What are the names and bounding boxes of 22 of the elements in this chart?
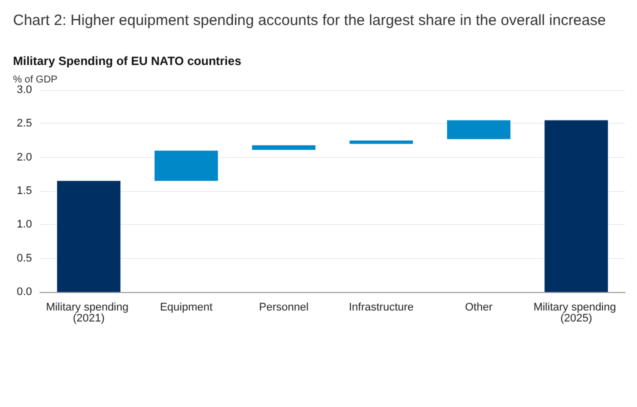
bar xyxy=(447,120,510,140)
bar xyxy=(350,140,413,144)
x-tick-label: Military spending (2025) xyxy=(533,302,620,324)
chart-subtitle: Military Spending of EU NATO countries xyxy=(13,54,242,68)
y-tick-label: 1.0 xyxy=(16,218,32,231)
bar xyxy=(252,145,316,150)
x-tick-label: Equipment xyxy=(160,302,213,314)
x-tick-label: Infrastructure xyxy=(348,302,414,314)
bar xyxy=(154,150,218,181)
x-tick-label: Other xyxy=(464,302,493,314)
y-tick-label: 0.5 xyxy=(16,252,32,264)
bar xyxy=(57,180,120,292)
bar xyxy=(544,120,608,292)
y-tick-label: 2.5 xyxy=(16,118,32,130)
y-tick-label: 1.5 xyxy=(16,185,32,197)
x-tick-label: Military spending (2021) xyxy=(46,302,132,324)
y-axis-title: % of GDP xyxy=(13,74,58,86)
chart-title: Chart 2: Higher equipment spending accounts for the largest share in the overall increase xyxy=(13,12,606,29)
y-tick-label: 0.0 xyxy=(16,286,32,298)
x-tick-label: Personnel xyxy=(258,302,309,314)
y-tick-label: 2.0 xyxy=(16,151,32,164)
y-tick-label: 3.0 xyxy=(16,84,32,96)
